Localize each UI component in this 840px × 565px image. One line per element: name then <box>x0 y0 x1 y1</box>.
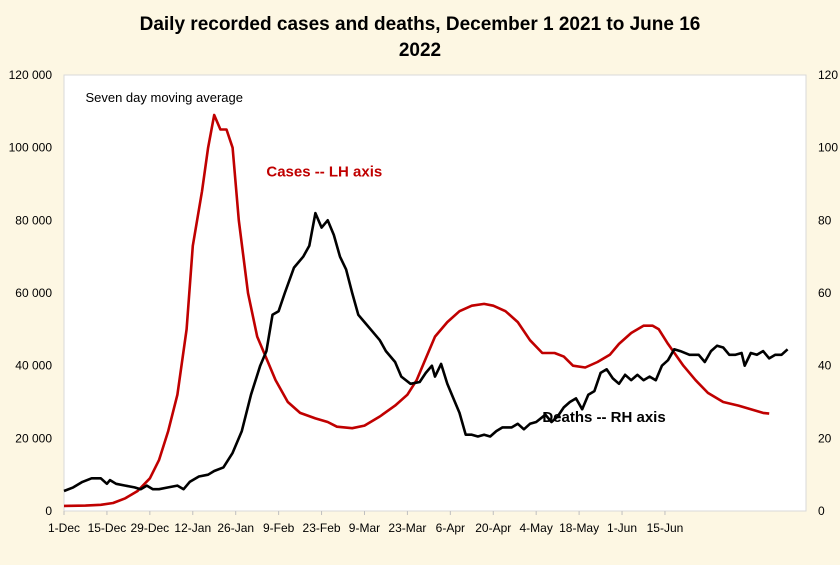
right-tick-label: 0 <box>818 504 825 518</box>
x-tick-label: 23-Feb <box>303 521 341 535</box>
chart-title-line1: Daily recorded cases and deaths, Decembe… <box>139 14 701 35</box>
x-tick-label: 26-Jan <box>217 521 254 535</box>
series-layer <box>63 113 789 508</box>
right-tick-label: 80 <box>818 213 832 227</box>
deaths-series-line <box>63 211 789 493</box>
left-tick-label: 40 000 <box>15 359 52 373</box>
x-tick-label: 20-Apr <box>475 521 511 535</box>
left-tick-label: 80 000 <box>15 213 52 227</box>
left-tick-label: 60 000 <box>15 286 52 300</box>
left-tick-label: 120 000 <box>9 68 53 82</box>
x-tick-label: 1-Jun <box>607 521 637 535</box>
left-tick-label: 0 <box>45 504 52 518</box>
x-tick-label: 6-Apr <box>436 521 465 535</box>
right-axis: 0 20 40 60 80 100 120 <box>818 68 838 518</box>
x-tick-label: 15-Jun <box>647 521 684 535</box>
x-tick-label: 12-Jan <box>174 521 211 535</box>
x-tick-label: 9-Feb <box>263 521 295 535</box>
x-axis: 1-Dec 15-Dec 29-Dec 12-Jan 26-Jan 9-Feb 23-Feb… <box>48 511 683 535</box>
cases-series-label: Cases -- LH axis <box>266 164 382 181</box>
cases-series-line <box>63 113 770 508</box>
x-tick-label: 29-Dec <box>131 521 170 535</box>
chart-title-line2: 2022 <box>398 40 442 61</box>
x-tick-label: 9-Mar <box>349 521 380 535</box>
left-tick-label: 100 000 <box>9 141 53 155</box>
right-tick-label: 40 <box>818 359 832 373</box>
plot-area <box>63 74 807 512</box>
x-tick-label: 1-Dec <box>48 521 80 535</box>
left-axis: 0 20 000 40 000 60 000 80 000 100 000 120 000 <box>9 68 53 518</box>
x-tick-label: 15-Dec <box>88 521 127 535</box>
x-tick-label: 18-May <box>559 521 599 535</box>
x-tick-label: 4-May <box>520 521 553 535</box>
deaths-series-label: Deaths -- RH axis <box>542 409 665 426</box>
right-tick-label: 60 <box>818 286 832 300</box>
left-tick-label: 20 000 <box>15 431 52 445</box>
right-tick-label: 120 <box>818 68 838 82</box>
x-tick-label: 23-Mar <box>388 521 426 535</box>
right-tick-label: 20 <box>818 431 832 445</box>
right-tick-label: 100 <box>818 141 838 155</box>
moving-average-note: Seven day moving average <box>85 90 243 105</box>
